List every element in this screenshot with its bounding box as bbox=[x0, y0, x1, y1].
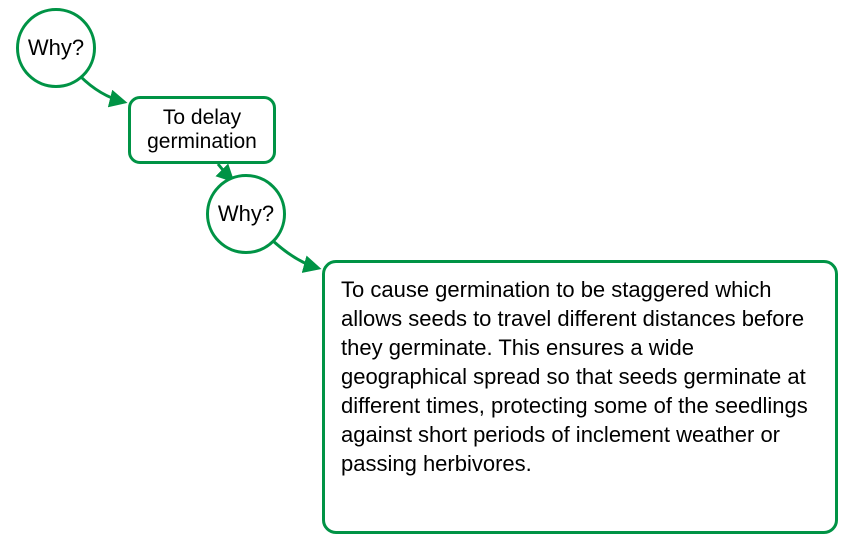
edge-why1-to-answer1 bbox=[80, 76, 124, 102]
node-answer-delay-germination: To delay germination bbox=[128, 96, 276, 164]
node-answer-2-label: To cause germination to be staggered whi… bbox=[341, 275, 819, 478]
node-answer-1-label: To delay germination bbox=[141, 106, 263, 154]
node-why-2: Why? bbox=[206, 174, 286, 254]
node-answer-staggered-germination: To cause germination to be staggered whi… bbox=[322, 260, 838, 534]
edge-why2-to-answer2 bbox=[272, 240, 318, 268]
node-why-1-label: Why? bbox=[28, 35, 84, 61]
node-why-1: Why? bbox=[16, 8, 96, 88]
node-why-2-label: Why? bbox=[218, 201, 274, 227]
